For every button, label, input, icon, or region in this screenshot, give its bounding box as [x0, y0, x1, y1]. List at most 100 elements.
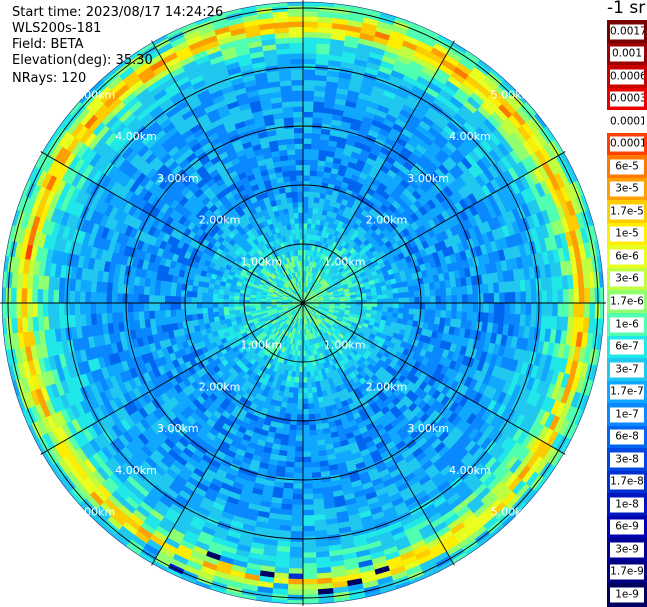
range-gate-cell — [435, 500, 453, 518]
range-gate-cell — [302, 515, 315, 527]
range-gate-cell — [232, 320, 249, 330]
range-gate-cell — [143, 302, 150, 312]
range-gate-cell — [544, 235, 558, 253]
range-gate-cell — [193, 486, 207, 497]
range-gate-cell — [138, 293, 150, 303]
range-gate-cell — [308, 300, 314, 303]
range-gate-cell — [314, 85, 327, 92]
range-gate-cell — [108, 331, 122, 344]
range-gate-cell — [200, 328, 208, 336]
range-gate-cell — [559, 232, 569, 249]
range-gate-cell — [497, 214, 507, 228]
range-gate-cell — [495, 333, 503, 346]
range-gate-cell — [446, 295, 452, 304]
range-gate-cell — [303, 233, 307, 250]
range-gate-cell — [373, 335, 386, 345]
range-gate-cell — [117, 503, 133, 518]
range-gate-cell — [324, 304, 335, 307]
range-gate-cell — [511, 221, 521, 235]
range-gate-cell — [282, 298, 288, 301]
range-gate-cell — [531, 213, 541, 229]
range-gate-cell — [436, 382, 446, 394]
range-gate-cell — [331, 484, 343, 492]
range-gate-cell — [95, 302, 107, 314]
range-gate-cell — [124, 448, 150, 472]
range-gate-cell — [266, 70, 281, 83]
range-gate-cell — [206, 540, 225, 556]
range-gate-cell — [164, 205, 175, 217]
range-gate-cell — [305, 307, 310, 312]
range-gate-cell — [276, 297, 283, 300]
range-gate-cell — [528, 326, 536, 341]
range-gate-cell — [249, 227, 260, 239]
range-gate-cell — [552, 303, 558, 318]
range-gate-cell — [416, 75, 432, 88]
range-gate-cell — [249, 297, 256, 301]
range-gate-cell — [405, 439, 417, 450]
range-gate-cell — [427, 377, 437, 388]
range-gate-cell — [26, 287, 33, 303]
range-gate-cell — [269, 314, 281, 322]
range-gate-cell — [335, 281, 341, 287]
range-gate-cell — [67, 434, 81, 451]
range-gate-cell — [296, 323, 299, 329]
range-gate-cell — [489, 332, 498, 345]
range-gate-cell — [406, 337, 415, 346]
range-gate-cell — [254, 251, 261, 258]
range-gate-cell — [441, 59, 458, 73]
range-gate-cell — [560, 186, 572, 204]
range-gate-cell — [413, 314, 420, 322]
range-gate-cell — [149, 359, 158, 370]
range-gate-cell — [458, 327, 466, 338]
range-gate-cell — [339, 439, 349, 447]
range-gate-cell — [417, 363, 436, 378]
range-gate-cell — [443, 105, 458, 118]
range-gate-cell — [393, 580, 411, 590]
range-gate-cell — [437, 430, 450, 443]
range-gate-cell — [187, 221, 196, 231]
range-gate-cell — [429, 516, 445, 529]
range-gate-cell — [275, 215, 282, 223]
range-gate-cell — [283, 117, 295, 129]
range-gate-cell — [324, 325, 330, 331]
range-gate-cell — [476, 84, 493, 99]
range-gate-cell — [396, 55, 412, 66]
range-gate-cell — [322, 427, 331, 435]
range-gate-cell — [343, 311, 350, 316]
range-gate-cell — [319, 363, 325, 370]
range-gate-cell — [523, 267, 531, 281]
range-gate-cell — [290, 315, 295, 321]
range-gate-cell — [240, 349, 248, 357]
range-gate-cell — [60, 210, 71, 226]
range-gate-cell — [343, 249, 350, 256]
range-gate-cell — [74, 313, 87, 327]
range-gate-cell — [317, 294, 323, 298]
range-gate-cell — [78, 461, 93, 477]
range-gate-cell — [393, 477, 407, 488]
range-gate-cell — [417, 41, 435, 53]
range-gate-cell — [419, 441, 431, 453]
range-gate-cell — [149, 317, 157, 328]
range-gate-cell — [249, 256, 256, 263]
range-gate-cell — [183, 564, 201, 576]
range-gate-cell — [270, 318, 277, 324]
range-gate-cell — [421, 115, 435, 128]
range-gate-cell — [264, 463, 278, 482]
range-gate-cell — [237, 171, 248, 180]
range-gate-cell — [296, 244, 301, 251]
range-gate-cell — [161, 77, 177, 90]
range-gate-cell — [525, 291, 532, 304]
range-gate-cell — [336, 318, 342, 323]
range-gate-cell — [205, 418, 216, 428]
range-gate-cell — [390, 337, 403, 347]
range-gate-cell — [108, 472, 123, 487]
range-gate-cell — [253, 344, 264, 355]
range-gate-cell — [285, 192, 293, 199]
range-gate-cell — [530, 227, 540, 243]
range-gate-cell — [219, 550, 236, 560]
range-gate-cell — [55, 380, 66, 397]
range-gate-cell — [435, 192, 446, 204]
range-gate-cell — [291, 493, 303, 500]
range-gate-cell — [278, 322, 287, 332]
range-gate-cell — [84, 207, 95, 222]
